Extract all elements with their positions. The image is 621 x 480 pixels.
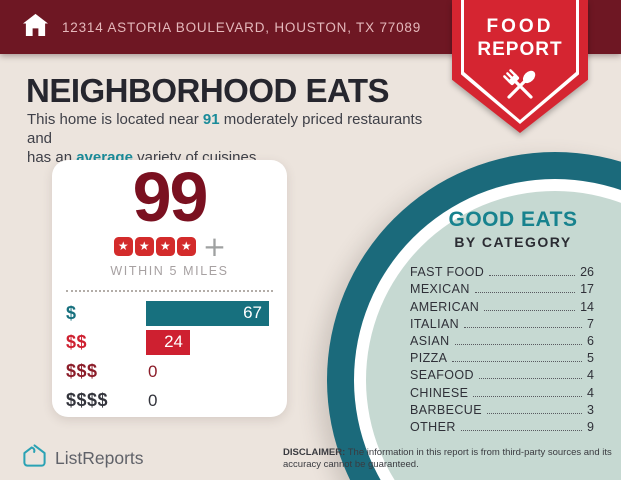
page-title: NEIGHBORHOOD EATS	[26, 72, 390, 109]
home-icon	[22, 12, 49, 42]
disclaimer-line1: The information in this report is from t…	[345, 447, 612, 458]
bar-fill: 67	[146, 300, 269, 326]
price-label: $$$	[66, 360, 98, 381]
price-row: $$$ 0	[66, 359, 273, 384]
star-icon: ★	[134, 236, 154, 256]
disclaimer-text: DISCLAIMER: The information in this repo…	[283, 447, 613, 472]
category-count: 14	[580, 299, 594, 314]
category-name: OTHER	[410, 419, 456, 434]
category-count: 4	[587, 385, 594, 400]
dotted-leader	[474, 292, 576, 294]
category-name: AMERICAN	[410, 299, 480, 314]
price-row: $$$$ 0	[66, 388, 273, 413]
category-name: PIZZA	[410, 351, 448, 366]
badge-title-line1: FOOD	[486, 16, 554, 37]
category-count: 5	[587, 351, 594, 366]
disclaimer-label: DISCLAIMER:	[283, 447, 346, 458]
radius-caption: WITHIN 5 MILES	[110, 263, 229, 278]
dotted-leader	[460, 429, 583, 431]
category-count: 9	[587, 419, 594, 434]
price-label: $$$$	[66, 389, 109, 410]
plus-sign: +	[202, 229, 227, 263]
category-row: BARBECUE 3	[410, 400, 594, 417]
category-name: BARBECUE	[410, 402, 482, 417]
dotted-leader	[478, 378, 583, 380]
summary-mid: moderately priced restaurants and	[27, 111, 423, 147]
category-name: CHINESE	[410, 385, 469, 400]
star-icon: ★	[113, 236, 133, 256]
bar-track: 0	[146, 388, 273, 413]
listreports-house-icon	[22, 443, 47, 473]
category-name: SEAFOOD	[410, 368, 474, 383]
dotted-leader	[464, 326, 583, 328]
dotted-leader	[473, 395, 583, 397]
badge-title-line2: REPORT	[477, 39, 563, 60]
food-report-badge: FOOD REPORT	[452, 0, 588, 133]
price-label: $$	[66, 331, 88, 352]
stars-row: ★ ★ ★ ★ +	[52, 229, 287, 263]
good-eats-subtitle: BY CATEGORY	[454, 234, 572, 250]
category-count: 6	[587, 333, 594, 348]
dotted-leader	[486, 412, 583, 414]
price-row: $67	[66, 300, 273, 326]
stars-slot: ★ ★ ★ ★	[113, 236, 197, 256]
category-name: MEXICAN	[410, 282, 470, 297]
good-eats-panel: GOOD EATS BY CATEGORY FAST FOOD 26 MEXICAN…	[410, 208, 594, 434]
summary-pre: This home is located near	[27, 111, 203, 128]
category-count: 7	[587, 316, 594, 331]
bar-zero-value: 0	[148, 361, 158, 381]
category-count: 17	[580, 282, 594, 297]
price-bars: $67 $$ 24 $$$ 0 $$$$ 0	[66, 300, 273, 413]
bar-zero-value: 0	[148, 390, 158, 410]
restaurant-count: 91	[202, 111, 220, 128]
category-row: CHINESE 4	[410, 382, 594, 400]
category-row: MEXICAN 17	[410, 279, 594, 296]
dotted-leader	[484, 309, 576, 311]
category-row: SEAFOOD 4	[410, 365, 594, 382]
category-row: OTHER 9	[410, 417, 594, 434]
property-address: 12314 ASTORIA BOULEVARD, HOUSTON, TX 770…	[62, 19, 421, 35]
brand-name: ListReports	[55, 447, 144, 468]
score-card: 99 ★ ★ ★ ★ + WITHIN 5 MILES $67 $$ 24 $$$ 0 $$$$…	[52, 160, 287, 417]
category-name: ITALIAN	[410, 316, 460, 331]
summary-text: This home is located near 91 moderately …	[27, 111, 437, 167]
category-list: FAST FOOD 26 MEXICAN 17 AMERICAN 14 ITALIAN 7 AS…	[410, 262, 594, 434]
category-row: AMERICAN 14	[410, 296, 594, 314]
dotted-leader	[454, 343, 583, 345]
category-count: 26	[580, 265, 594, 280]
bar-track: 24	[146, 329, 273, 355]
star-icon: ★	[176, 236, 196, 256]
category-row: FAST FOOD 26	[410, 262, 594, 279]
category-name: ASIAN	[410, 333, 450, 348]
restaurant-score: 99	[132, 158, 209, 236]
bar-track: 67	[146, 300, 273, 326]
category-row: ASIAN 6	[410, 331, 594, 348]
category-row: ITALIAN 7	[410, 314, 594, 331]
dotted-divider	[66, 289, 273, 292]
bar-track: 0	[146, 359, 273, 384]
crossed-utensils-icon	[452, 66, 588, 111]
price-row: $$ 24	[66, 329, 273, 355]
price-label: $	[66, 302, 77, 323]
good-eats-title: GOOD EATS	[448, 208, 578, 231]
category-name: FAST FOOD	[410, 265, 485, 280]
dotted-leader	[489, 275, 576, 277]
disclaimer-line2: accuracy cannot be guaranteed.	[283, 459, 419, 471]
category-count: 4	[587, 368, 594, 383]
bar-fill: 24	[146, 329, 190, 355]
category-count: 3	[587, 402, 594, 417]
dotted-leader	[452, 361, 583, 363]
listreports-logo: ListReports	[22, 443, 144, 473]
category-row: PIZZA 5	[410, 348, 594, 365]
star-icon: ★	[155, 236, 175, 256]
